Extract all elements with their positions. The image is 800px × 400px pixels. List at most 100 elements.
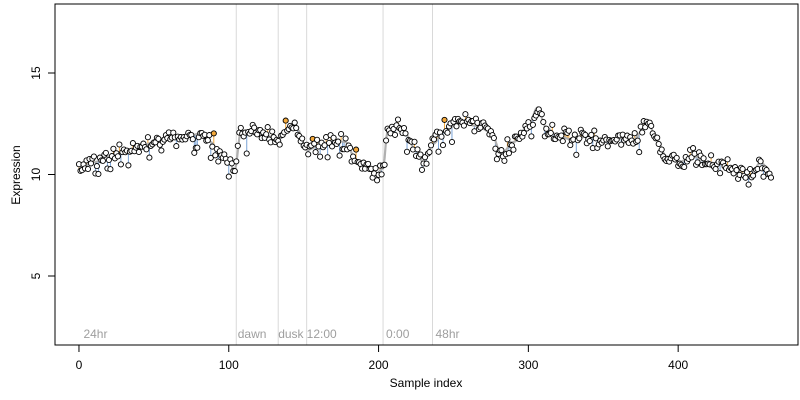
data-point [93,163,100,170]
data-point [135,148,142,156]
data-point [342,135,349,142]
data-point [84,165,92,173]
data-point [324,154,331,161]
data-point [636,149,643,156]
data-point [538,111,545,118]
data-point [144,134,151,141]
data-point [708,152,715,159]
data-point [658,146,665,153]
data-point [291,119,298,126]
condition-label: dusk [278,327,304,341]
condition-label: dawn [238,327,267,341]
x-axis-label: Sample index [390,376,463,390]
data-point [760,173,767,180]
data-point [321,142,328,149]
data-point [114,153,121,160]
data-point [439,142,447,149]
data-point [146,154,153,161]
data-point [673,154,680,161]
data-point [378,171,385,178]
data-point [400,124,408,132]
data-point [381,161,388,168]
data-point [347,144,354,151]
data-point [435,148,442,155]
data-point [505,150,512,157]
data-point [338,130,345,138]
x-tick-label: 0 [76,358,83,372]
data-point [427,142,435,149]
data-point [105,156,112,164]
data-point [231,168,238,175]
data-point [414,146,421,153]
data-point [717,170,724,177]
data-point [426,149,433,156]
data-point [745,181,752,188]
data-point [448,138,456,146]
data-point [353,146,360,153]
data-point [681,163,688,171]
data-point [648,122,655,129]
y-tick-label: 10 [29,168,43,182]
data-point [690,145,697,152]
data-point [565,127,572,134]
data-points [75,106,775,188]
data-point [372,165,379,172]
data-point [330,134,337,141]
data-point [312,149,319,156]
data-point [510,146,517,153]
data-point [116,141,123,148]
data-point [493,156,500,163]
data-point [634,137,641,144]
data-point [102,149,109,156]
data-point [95,170,102,178]
data-point [631,130,638,137]
data-point [588,131,595,138]
data-point [383,137,390,144]
y-axis: 5 10 15 [29,66,56,279]
x-tick-label: 300 [518,358,538,372]
data-point [528,133,535,140]
data-point [276,141,283,148]
data-point [520,129,527,137]
data-point [194,144,201,151]
data-point [460,122,467,129]
data-point [694,159,701,166]
data-point [335,138,342,145]
data-point [263,131,270,138]
data-point [233,158,240,165]
data-point [209,143,216,150]
data-point [453,123,460,130]
condition-label: 48hr [435,327,459,341]
data-point [501,157,508,164]
data-point [576,135,583,142]
data-point [282,117,289,124]
data-point [125,162,132,169]
data-point [712,165,719,173]
data-point [411,138,418,145]
x-tick-label: 400 [668,358,688,372]
data-point [438,133,445,140]
data-point [591,127,598,134]
data-point [543,125,550,132]
data-point [189,136,196,143]
data-point [365,160,372,167]
data-point [462,111,469,118]
condition-label: 24hr [83,327,107,341]
data-point [742,174,749,181]
data-point [155,135,162,142]
data-point [558,132,565,139]
data-point [571,131,578,138]
data-point [757,158,764,165]
data-point [158,147,165,154]
data-point [498,147,505,154]
data-point [391,131,399,138]
x-tick-label: 100 [219,358,239,372]
y-tick-label: 15 [29,66,43,80]
data-point [143,146,150,153]
data-point [110,145,117,152]
data-point [724,156,731,163]
data-point [582,131,589,138]
data-point [317,153,324,160]
data-point [173,143,180,150]
data-point [402,130,409,137]
